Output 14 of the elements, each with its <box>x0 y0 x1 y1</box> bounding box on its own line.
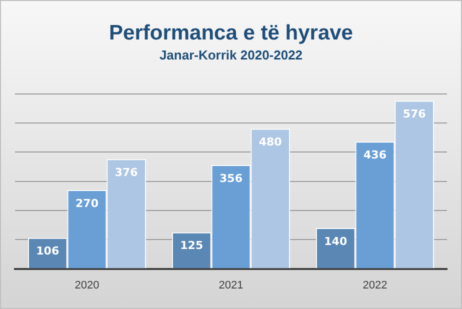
chart-title: Performanca e të hyrave <box>109 21 353 44</box>
data-label: 356 <box>220 172 243 185</box>
data-label: 106 <box>36 244 60 258</box>
data-label: 125 <box>180 239 204 252</box>
x-tick-label: 2022 <box>362 279 388 292</box>
data-label: 436 <box>364 148 387 162</box>
data-label: 480 <box>258 136 282 149</box>
x-tick-label: 2021 <box>218 279 244 292</box>
data-label: 270 <box>76 196 99 210</box>
data-label: 576 <box>402 108 426 121</box>
x-tick-label: 2020 <box>74 279 100 292</box>
chart-subtitle: Janar-Korrik 2020-2022 <box>159 48 303 63</box>
data-label: 376 <box>114 166 138 179</box>
data-label: 140 <box>324 234 348 248</box>
